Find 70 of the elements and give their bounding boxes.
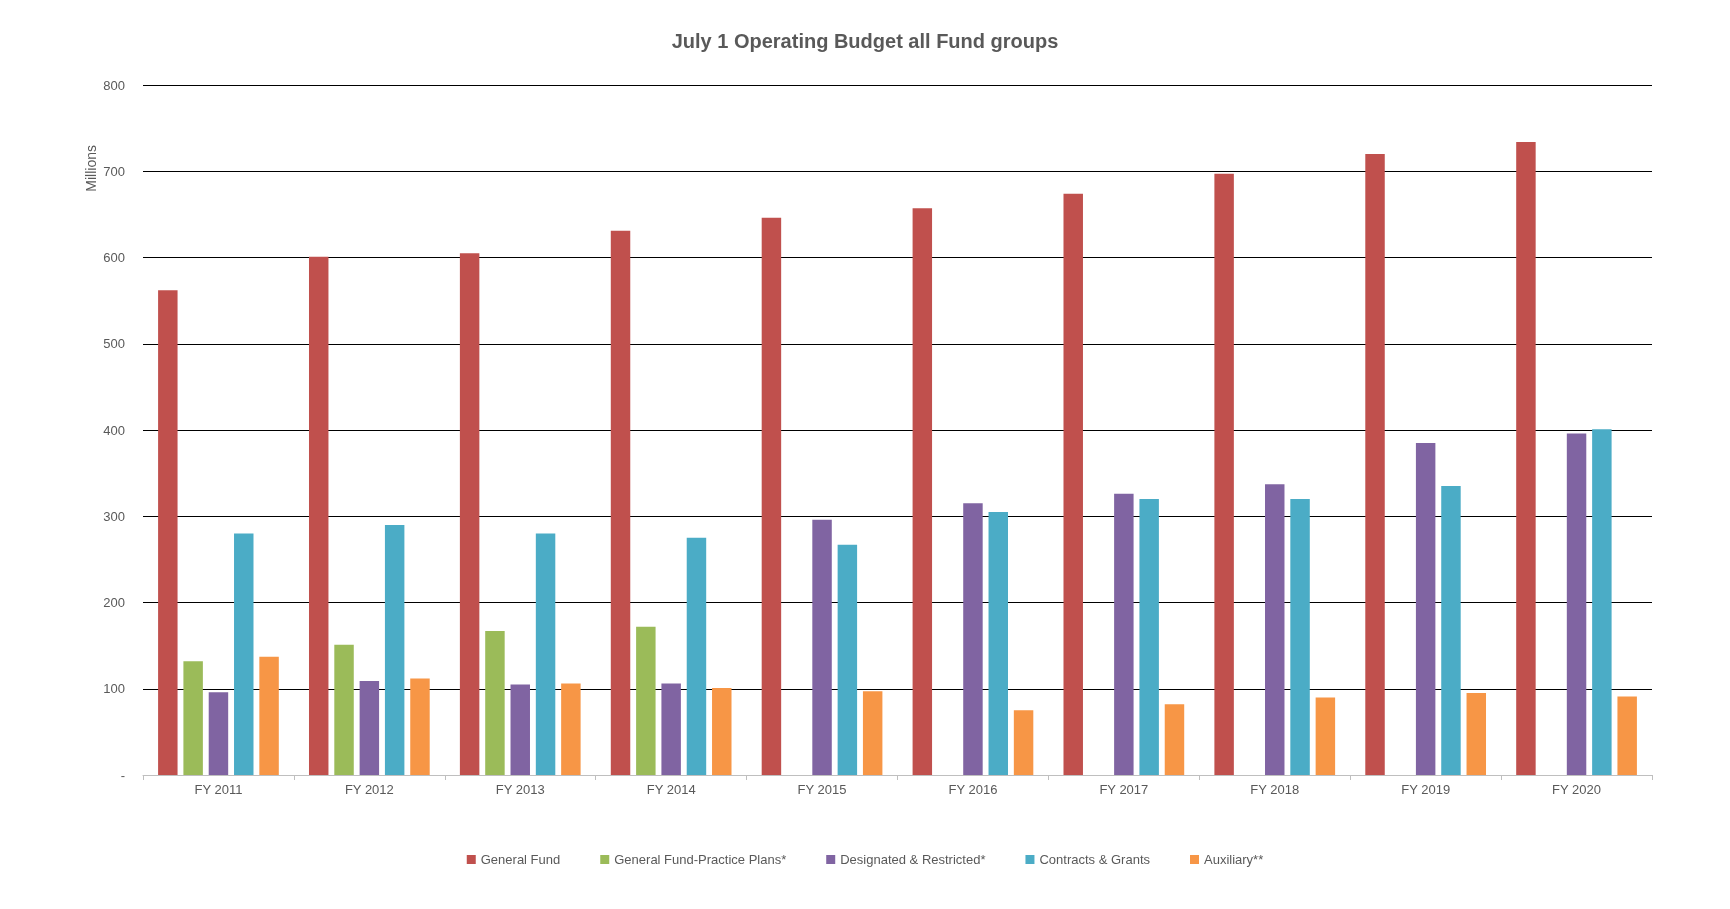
bar [410, 678, 430, 775]
bar [812, 519, 832, 775]
bar [1617, 696, 1637, 775]
bar [712, 687, 732, 775]
bar [636, 626, 656, 775]
bar [459, 253, 480, 775]
y-tick-label: 700 [103, 163, 125, 179]
y-tick-label: 200 [103, 595, 125, 610]
bar [334, 644, 354, 775]
bar [561, 683, 581, 775]
chart-title: July 1 Operating Budget all Fund groups [671, 30, 1059, 52]
y-tick-label: - [120, 767, 125, 783]
bar [1466, 693, 1487, 775]
bar [183, 661, 203, 775]
bar [1365, 154, 1385, 775]
x-tick-label: FY 2015 [797, 782, 847, 797]
bar [862, 691, 883, 775]
y-tick-label: 800 [103, 77, 125, 93]
x-tick-label: FY 2011 [194, 782, 243, 797]
bar [158, 290, 178, 775]
legend-label: Designated & Restricted* [840, 852, 986, 867]
y-axis-title: Millions [83, 145, 99, 192]
x-tick-label: FY 2012 [344, 782, 394, 797]
legend-label: General Fund-Practice Plans* [614, 852, 787, 867]
bar [1139, 499, 1159, 775]
bar [963, 503, 983, 775]
bar [308, 256, 329, 775]
x-tick-label: FY 2018 [1250, 782, 1300, 797]
x-tick-label: FY 2020 [1552, 782, 1602, 797]
bar [259, 656, 279, 775]
bar [761, 217, 782, 775]
bar [1114, 493, 1134, 775]
bar [837, 544, 858, 775]
bar [610, 230, 631, 775]
legend-label: Auxiliary** [1204, 852, 1264, 867]
x-tick-label: FY 2014 [646, 782, 696, 797]
bar [1265, 484, 1285, 775]
x-tick-label: FY 2017 [1099, 782, 1149, 797]
x-tick-label: FY 2016 [948, 782, 998, 797]
bar [1566, 433, 1587, 775]
x-tick-label: FY 2013 [495, 782, 545, 797]
bar [1214, 173, 1234, 775]
bar [1290, 499, 1310, 775]
bar [1516, 141, 1536, 775]
x-tick-label: FY 2019 [1401, 782, 1451, 797]
bar [1415, 442, 1436, 775]
y-tick-label: 600 [103, 250, 125, 265]
bar [1164, 704, 1185, 775]
bar [384, 524, 405, 775]
legend-label: General Fund [480, 852, 561, 867]
bar [988, 511, 1008, 775]
bar [661, 683, 681, 775]
bar [485, 630, 505, 775]
bar [234, 533, 254, 775]
legend-label: Contracts & Grants [1039, 852, 1151, 867]
bar [1013, 710, 1034, 775]
bar [510, 684, 530, 775]
bar [1441, 486, 1461, 775]
y-tick-label: 400 [103, 422, 125, 438]
bar [1592, 429, 1612, 775]
bar [208, 692, 229, 775]
y-tick-label: 500 [103, 336, 125, 352]
bar [1063, 193, 1083, 775]
y-tick-label: 100 [103, 681, 125, 697]
bar [535, 533, 556, 775]
bar [359, 680, 380, 775]
bar [686, 537, 707, 775]
y-tick-label: 300 [103, 508, 125, 524]
bar [1315, 697, 1336, 775]
bar [912, 208, 933, 775]
